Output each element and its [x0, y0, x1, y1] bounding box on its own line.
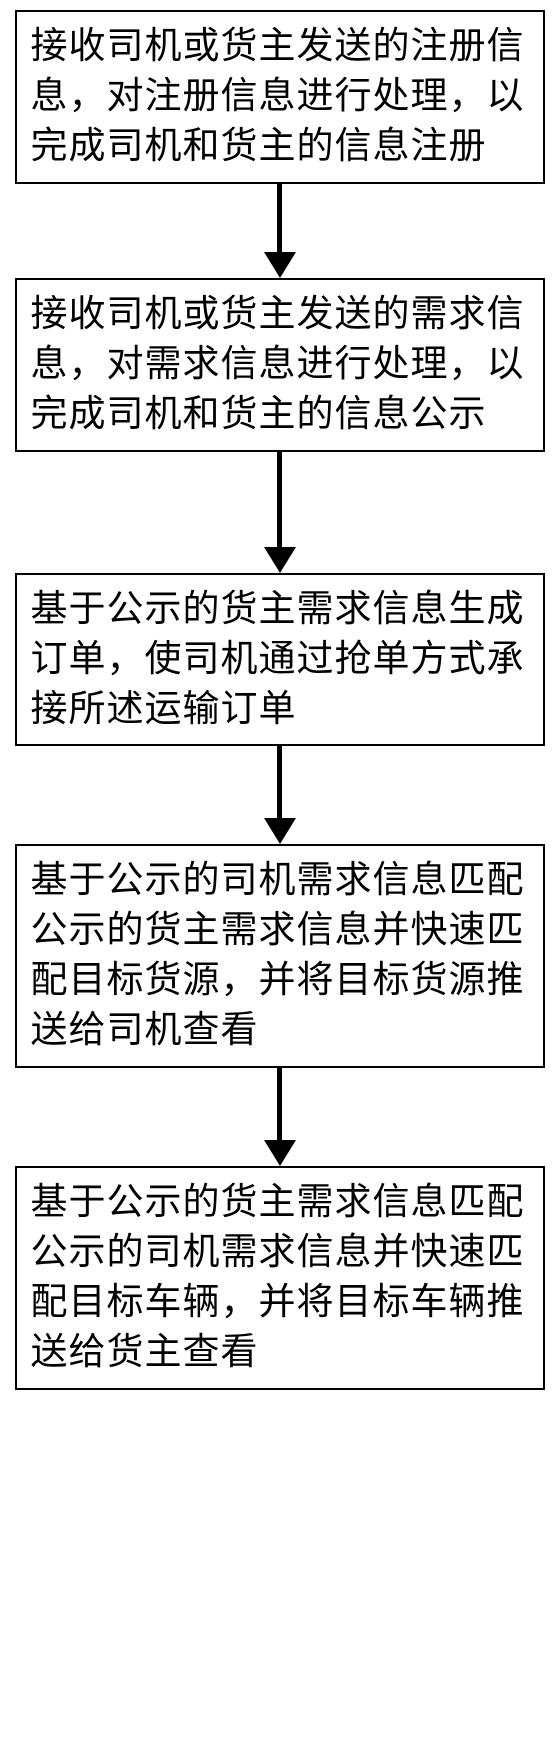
flow-node-2: 接收司机或货主发送的需求信息，对需求信息进行处理，以完成司机和货主的信息公示 — [15, 278, 545, 452]
arrow-head-icon — [264, 547, 296, 573]
arrow-2 — [264, 452, 296, 573]
flow-node-5: 基于公示的货主需求信息匹配公示的司机需求信息并快速匹配目标车辆，并将目标车辆推送… — [15, 1166, 545, 1390]
arrow-shaft — [277, 452, 282, 547]
arrow-shaft — [277, 746, 282, 818]
flow-node-3: 基于公示的货主需求信息生成订单，使司机通过抢单方式承接所述运输订单 — [15, 573, 545, 747]
arrow-4 — [264, 1068, 296, 1166]
arrow-1 — [264, 184, 296, 278]
arrow-head-icon — [264, 818, 296, 844]
arrow-shaft — [277, 184, 282, 252]
flow-node-1: 接收司机或货主发送的注册信息，对注册信息进行处理，以完成司机和货主的信息注册 — [15, 10, 545, 184]
flowchart-container: 接收司机或货主发送的注册信息，对注册信息进行处理，以完成司机和货主的信息注册 接… — [10, 10, 549, 1390]
arrow-shaft — [277, 1068, 282, 1140]
arrow-head-icon — [264, 252, 296, 278]
arrow-3 — [264, 746, 296, 844]
arrow-head-icon — [264, 1140, 296, 1166]
flow-node-4: 基于公示的司机需求信息匹配公示的货主需求信息并快速匹配目标货源，并将目标货源推送… — [15, 844, 545, 1068]
